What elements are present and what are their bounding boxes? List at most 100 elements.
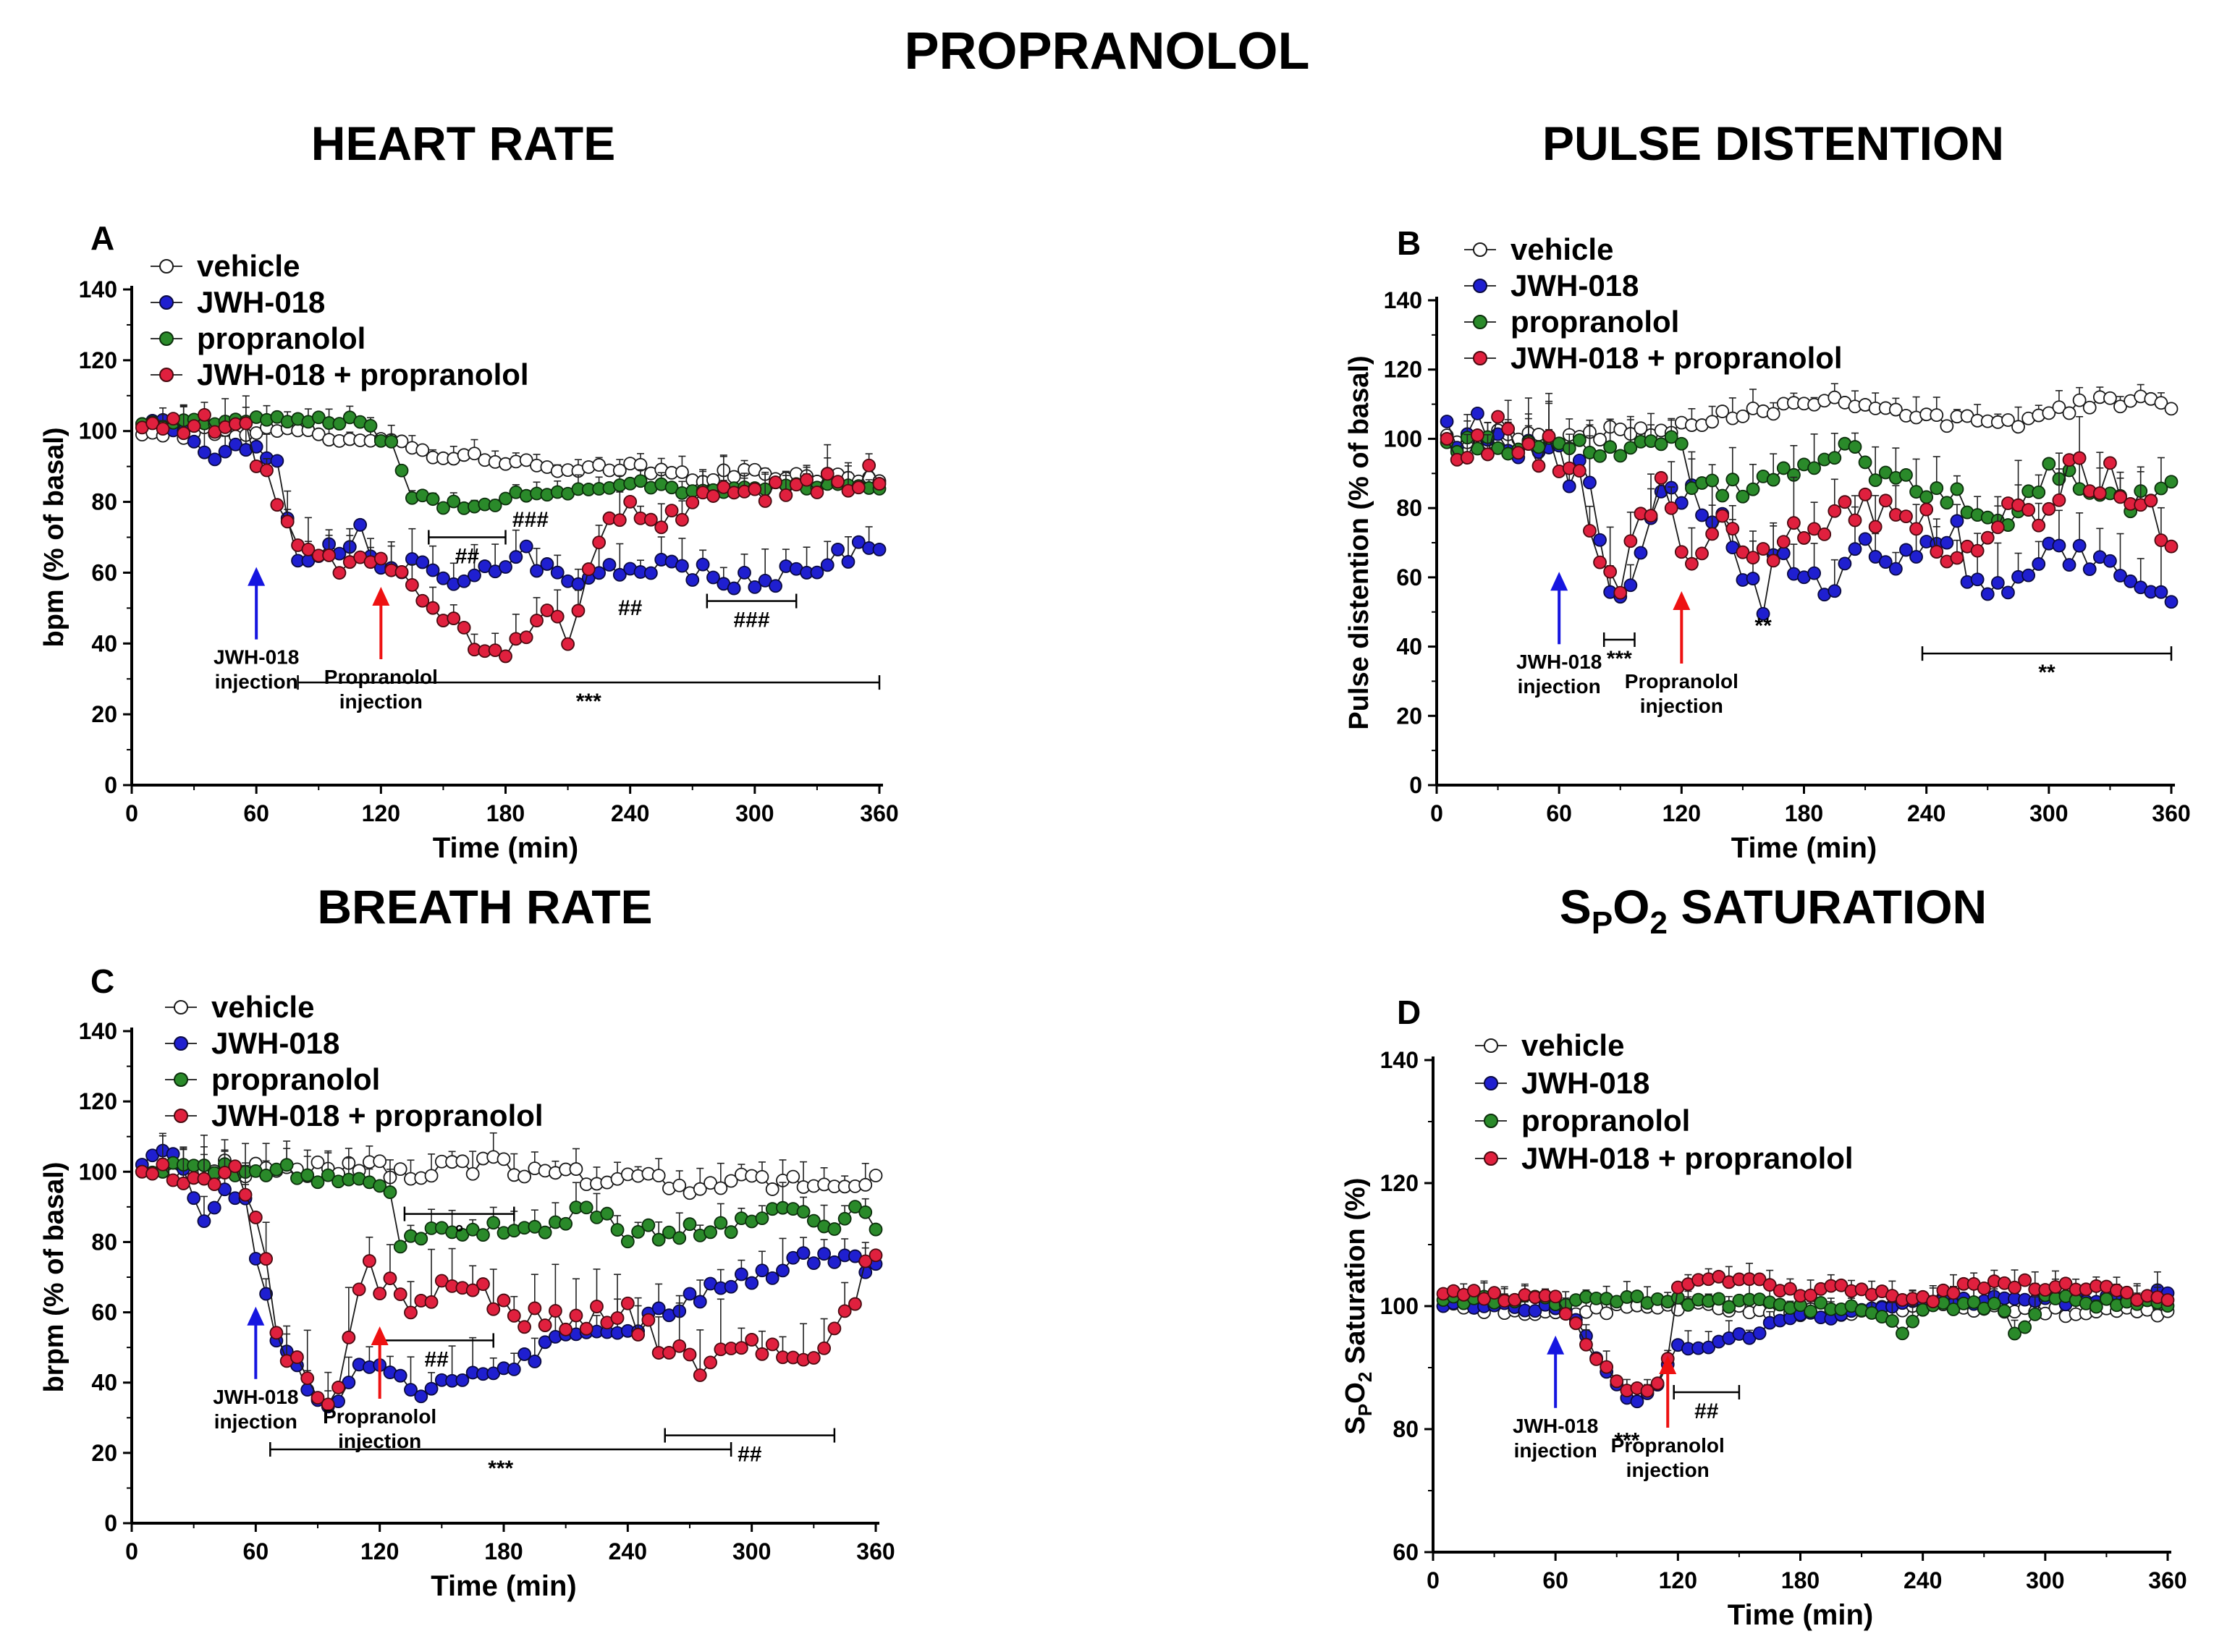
data-point bbox=[507, 1362, 521, 1376]
data-point bbox=[1548, 1289, 1563, 1304]
data-point bbox=[2164, 539, 2179, 554]
data-point bbox=[2124, 574, 2138, 588]
data-point bbox=[724, 1279, 738, 1294]
significance-label: ° bbox=[455, 1221, 464, 1245]
y-tick-label: 60 bbox=[91, 559, 117, 585]
data-point bbox=[1630, 1289, 1644, 1303]
legend-marker bbox=[1473, 315, 1487, 329]
data-point bbox=[1610, 1374, 1624, 1389]
data-point bbox=[156, 1157, 170, 1172]
data-point bbox=[1858, 487, 1872, 501]
data-point bbox=[1600, 1306, 1614, 1321]
data-point bbox=[455, 1373, 470, 1387]
x-tick-label: 360 bbox=[860, 800, 898, 826]
data-point bbox=[414, 1389, 428, 1404]
data-point bbox=[748, 482, 762, 496]
data-point bbox=[528, 1301, 542, 1316]
data-point bbox=[820, 558, 835, 572]
data-point bbox=[517, 1320, 531, 1334]
injection-label: injection bbox=[339, 690, 423, 713]
y-tick-label: 140 bbox=[1384, 287, 1422, 313]
data-point bbox=[2052, 400, 2066, 415]
data-point bbox=[806, 1256, 821, 1271]
legend-marker bbox=[1484, 1114, 1498, 1128]
data-point bbox=[620, 1296, 635, 1310]
data-point bbox=[414, 1232, 428, 1246]
data-point bbox=[519, 539, 533, 554]
y-tick-label: 80 bbox=[91, 489, 117, 515]
data-point bbox=[612, 567, 627, 582]
data-point bbox=[1787, 516, 1801, 530]
data-point bbox=[685, 573, 700, 587]
panel-b: B 0 20 40 60 80 100 120 140 0 60 120 180 240 300 360 Tim… bbox=[1344, 224, 2191, 864]
data-point bbox=[2042, 406, 2056, 420]
data-point bbox=[796, 1205, 811, 1219]
data-point bbox=[1776, 461, 1791, 475]
data-point bbox=[633, 474, 648, 488]
x-tick-label: 240 bbox=[1907, 800, 1945, 826]
data-point bbox=[1930, 545, 1944, 559]
legend-marker bbox=[1484, 1038, 1498, 1053]
data-point bbox=[290, 1350, 304, 1364]
y-tick-label: 0 bbox=[1409, 772, 1422, 798]
panel-letter: A bbox=[90, 219, 114, 257]
data-point bbox=[858, 1177, 873, 1192]
data-point bbox=[769, 579, 782, 593]
data-point bbox=[2032, 518, 2046, 533]
data-point bbox=[228, 1159, 242, 1174]
series-group bbox=[1436, 1263, 2175, 1409]
data-point bbox=[1664, 501, 1678, 515]
legend-marker bbox=[174, 1036, 188, 1051]
data-point bbox=[745, 1333, 759, 1347]
data-point bbox=[631, 1328, 646, 1342]
data-point bbox=[1705, 473, 1720, 488]
data-point bbox=[1746, 482, 1760, 496]
legend-marker bbox=[174, 1000, 188, 1015]
data-point bbox=[1736, 409, 1750, 423]
data-point bbox=[1685, 556, 1699, 571]
data-point bbox=[497, 1152, 511, 1166]
data-point bbox=[1623, 441, 1638, 455]
data-point bbox=[1966, 1295, 1981, 1309]
data-point bbox=[1593, 433, 1607, 446]
data-point bbox=[1804, 1288, 1817, 1302]
injection-label: injection bbox=[1514, 1439, 1597, 1462]
injection-label: injection bbox=[1518, 675, 1601, 698]
data-point bbox=[1848, 513, 1862, 528]
data-point bbox=[1950, 551, 1964, 565]
data-point bbox=[1491, 410, 1505, 424]
data-point bbox=[837, 1304, 852, 1318]
y-axis-label: SPO2 Saturation (%) bbox=[1340, 1178, 1376, 1435]
data-point bbox=[1804, 1304, 1817, 1318]
data-point bbox=[2082, 562, 2097, 576]
data-point bbox=[2103, 391, 2117, 405]
data-point bbox=[675, 559, 689, 573]
significance-label: ** bbox=[2038, 661, 2055, 685]
data-point bbox=[1746, 551, 1760, 565]
x-tick-label: 120 bbox=[362, 800, 400, 826]
data-point bbox=[270, 498, 284, 512]
data-point bbox=[685, 495, 700, 509]
injection-label: Propranolol bbox=[323, 1405, 436, 1428]
y-tick-label: 100 bbox=[79, 1158, 117, 1185]
data-point bbox=[1603, 440, 1618, 454]
data-point bbox=[1695, 546, 1709, 561]
data-point bbox=[177, 426, 191, 441]
data-point bbox=[2021, 568, 2036, 583]
injection-arrow-head bbox=[247, 1306, 265, 1326]
data-point bbox=[457, 620, 471, 635]
panel-d: D 60 80 100 120 140 0 60 120 180 240 300 360 Time (mi… bbox=[1340, 994, 2187, 1631]
data-point bbox=[239, 416, 253, 431]
y-tick-label: 60 bbox=[91, 1300, 117, 1326]
data-point bbox=[706, 570, 720, 585]
data-point bbox=[641, 1218, 656, 1232]
data-point bbox=[1664, 430, 1678, 444]
data-point bbox=[1756, 606, 1770, 621]
x-tick-label: 0 bbox=[1427, 1567, 1440, 1593]
data-point bbox=[1589, 1352, 1603, 1366]
data-point bbox=[405, 577, 419, 592]
data-point bbox=[249, 426, 263, 440]
data-point bbox=[279, 1158, 294, 1172]
